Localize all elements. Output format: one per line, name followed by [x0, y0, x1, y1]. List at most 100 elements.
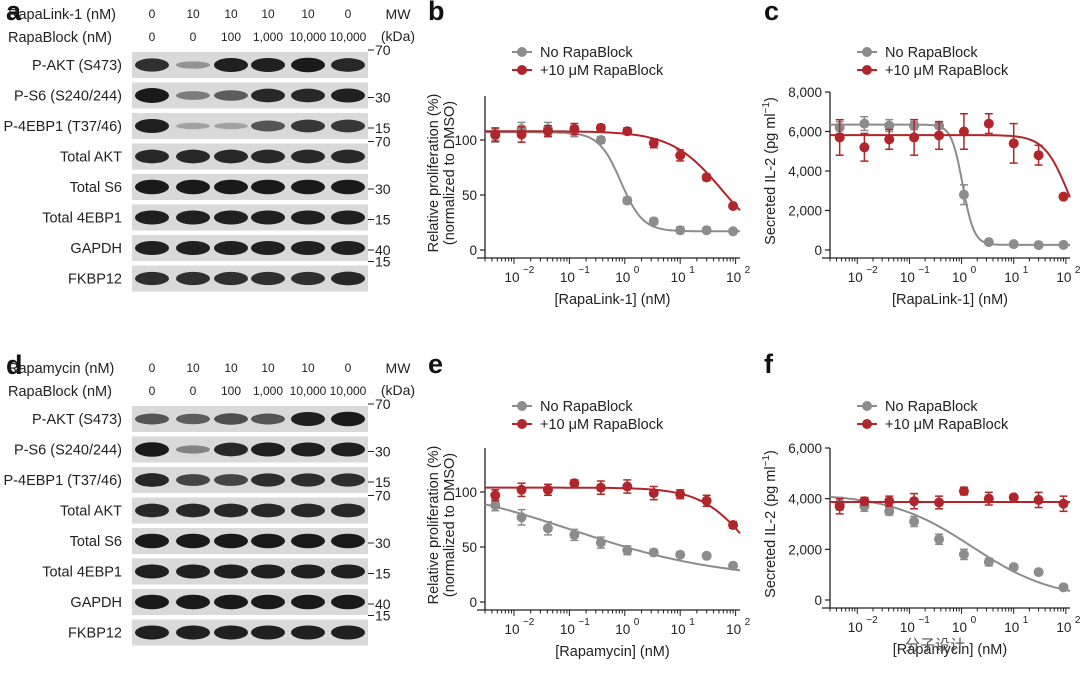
- blot-band: [331, 119, 365, 133]
- mw-unit: (kDa): [381, 382, 415, 398]
- mw-header: MW: [386, 6, 412, 22]
- blot-band: [176, 210, 210, 225]
- blot-band: [214, 179, 248, 195]
- data-point: [909, 132, 920, 143]
- x-tick-exponent: 2: [745, 265, 751, 276]
- data-point: [1033, 567, 1044, 578]
- condition-label: RapaBlock (nM): [8, 384, 112, 400]
- blot-band: [214, 271, 248, 286]
- condition-value: 10,000: [290, 30, 327, 44]
- condition-label: RapaBlock (nM): [8, 30, 112, 46]
- y-tick-label: 2,000: [788, 542, 822, 557]
- mw-marker: 40: [375, 242, 391, 258]
- y-tick-label: 0: [814, 243, 822, 258]
- blot-strip: [132, 528, 368, 554]
- condition-value: 100: [221, 30, 241, 44]
- blot-band: [251, 533, 285, 549]
- data-point: [622, 126, 633, 137]
- x-tick-exponent: 1: [689, 617, 695, 628]
- data-point: [884, 496, 895, 507]
- blot-band: [251, 179, 285, 195]
- data-point: [1058, 582, 1069, 593]
- x-tick-label: 10: [952, 620, 967, 635]
- data-point: [490, 500, 501, 511]
- data-point: [622, 481, 633, 492]
- blot-band: [291, 564, 325, 579]
- mw-marker: 15: [375, 566, 391, 582]
- x-tick-label: 10: [952, 270, 967, 285]
- blot-band: [135, 413, 169, 425]
- condition-value: 0: [190, 384, 197, 398]
- fit-curve: [485, 130, 741, 211]
- blot-strip: [132, 52, 368, 78]
- x-tick-label: 10: [504, 622, 519, 637]
- y-axis-label-end: ): [763, 97, 779, 102]
- x-tick-exponent: 0: [634, 617, 640, 628]
- blot-band: [214, 503, 248, 518]
- blot-band: [291, 271, 325, 286]
- blot-band: [251, 210, 285, 225]
- blot-strip: [132, 619, 368, 646]
- chart-letter: e: [428, 349, 443, 379]
- blot-strip: [132, 497, 368, 524]
- blot-band: [331, 240, 365, 256]
- data-point: [1008, 138, 1019, 149]
- blot-band: [251, 240, 285, 256]
- data-point: [983, 118, 994, 129]
- blot-band: [135, 271, 169, 286]
- blot-band: [214, 594, 248, 610]
- x-axis-label: [Rapamycin] (nM): [555, 644, 669, 660]
- blot-strip: [132, 204, 368, 231]
- x-tick-label: 10: [1004, 270, 1019, 285]
- data-point: [884, 120, 895, 131]
- condition-label: RapaLink-1 (nM): [8, 7, 116, 23]
- blot-band: [214, 474, 248, 486]
- x-tick-label: 10: [671, 270, 686, 285]
- blot-strip: [132, 235, 368, 261]
- blot-band: [251, 149, 285, 164]
- blot-band: [251, 564, 285, 579]
- y-axis-label: Relative proliferation (%): [426, 94, 442, 253]
- blot-label: P-4EBP1 (T37/46): [4, 119, 122, 135]
- data-point: [934, 534, 945, 545]
- watermark-text: 分子设计: [905, 637, 965, 654]
- condition-value: 0: [345, 7, 352, 21]
- legend-marker: [862, 47, 872, 57]
- panel-letter: a: [6, 0, 22, 26]
- y-axis-label-2: (normalized to DMSO): [442, 101, 458, 245]
- condition-value: 0: [190, 30, 197, 44]
- x-tick-exponent: 2: [745, 617, 751, 628]
- data-point: [595, 122, 606, 133]
- blot-band: [251, 473, 285, 487]
- mw-marker: 15: [375, 608, 391, 624]
- y-axis-label: Secreted IL-2 (pg ml−1): [761, 450, 779, 598]
- blot-band: [291, 210, 325, 225]
- blot-strip: [132, 436, 368, 463]
- data-point: [1058, 239, 1069, 250]
- blot-band: [291, 88, 325, 103]
- legend-label: +10 μM RapaBlock: [885, 63, 1009, 79]
- condition-value: 10: [224, 7, 238, 21]
- blot-band: [214, 240, 248, 256]
- blot-band: [214, 625, 248, 640]
- y-tick-label: 8,000: [788, 85, 822, 100]
- y-tick-label: 50: [462, 540, 477, 555]
- blot-band: [214, 149, 248, 164]
- mw-marker: 30: [375, 535, 391, 551]
- data-point: [701, 225, 712, 236]
- y-tick-label: 100: [454, 133, 477, 148]
- condition-value: 0: [149, 30, 156, 44]
- condition-value: 10: [186, 7, 200, 21]
- x-tick-label: 10: [726, 270, 741, 285]
- data-point: [909, 496, 920, 507]
- data-point: [542, 126, 553, 137]
- x-tick-label: 10: [671, 622, 686, 637]
- data-point: [648, 488, 659, 499]
- blot-band: [176, 91, 210, 100]
- fit-curve: [830, 134, 1071, 198]
- blot-band: [251, 442, 285, 457]
- x-tick-label: 10: [848, 620, 863, 635]
